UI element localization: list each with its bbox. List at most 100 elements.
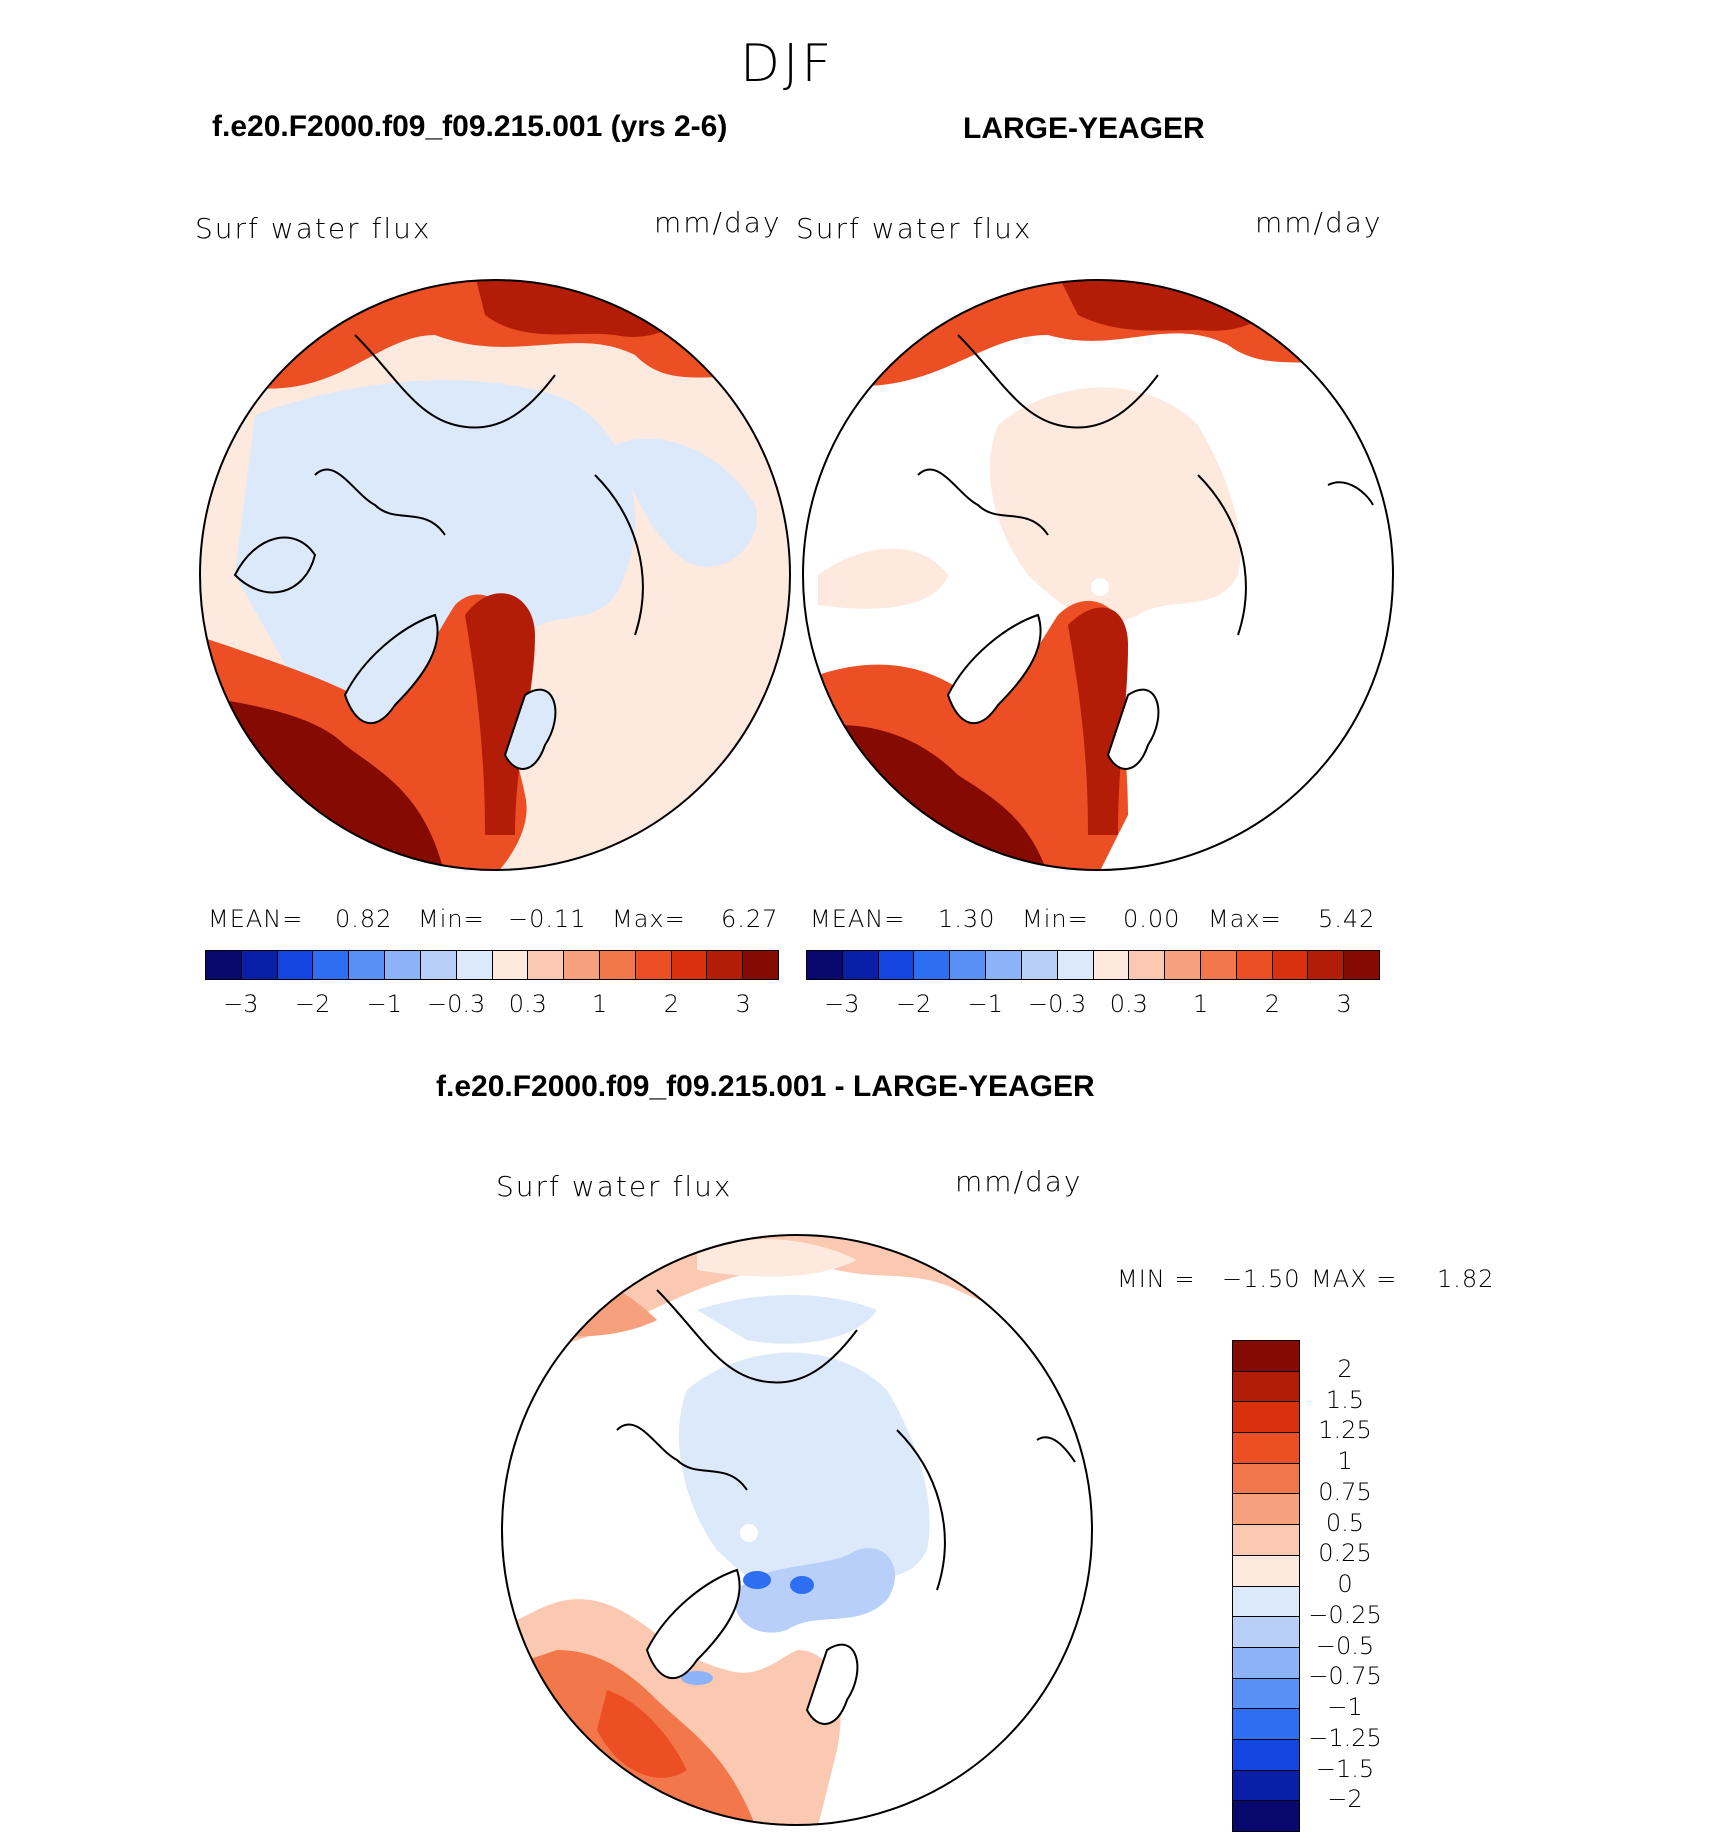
obs-polar-map [802, 279, 1394, 871]
diff-colorbar-swatch [1233, 1341, 1299, 1372]
obs-mean-value: 1.30 [938, 905, 996, 933]
model-colorbar-swatch [206, 951, 242, 979]
season-title: DJF [740, 34, 835, 94]
obs-colorbar-swatch [1272, 951, 1309, 979]
diff-panel-title: f.e20.F2000.f09_f09.215.001 - LARGE-YEAG… [436, 1070, 1095, 1103]
model-max-value: 6.27 [721, 905, 779, 933]
model-panel-title: f.e20.F2000.f09_f09.215.001 (yrs 2-6) [212, 110, 728, 143]
diff-colorbar-tick-label: −2 [1327, 1785, 1363, 1814]
model-colorbar-swatch [564, 951, 600, 979]
model-colorbar-swatch [349, 951, 386, 979]
diff-colorbar-tick-label: −1.25 [1308, 1723, 1382, 1752]
obs-min-value: 0.00 [1123, 905, 1181, 933]
model-colorbar-tick-label: −1 [366, 990, 403, 1018]
model-colorbar-ticks: −3 −2 −1 −0.3 0.3 1 2 3 [205, 990, 779, 1020]
obs-colorbar-swatch [842, 951, 879, 979]
obs-colorbar-swatch [1165, 951, 1201, 979]
model-colorbar-swatch [528, 951, 565, 979]
diff-colorbar-ticks: 2 1.5 1.25 1 0.75 0.5 0.25 0 −0.25 −0.5 −0.75 −1 −1.… [1305, 1340, 1425, 1832]
diff-colorbar-swatch [1233, 1617, 1299, 1648]
diff-colorbar-tick-label: −1 [1327, 1693, 1363, 1721]
model-colorbar-swatch [743, 951, 778, 979]
model-polar-map [199, 279, 791, 871]
obs-panel-title: LARGE-YEAGER [963, 112, 1205, 145]
model-colorbar-swatch [599, 951, 636, 979]
diff-min-value: −1.50 [1222, 1265, 1301, 1293]
diff-max-value: 1.82 [1437, 1265, 1495, 1293]
obs-colorbar-swatch [1093, 951, 1130, 979]
obs-colorbar-swatch [1308, 951, 1345, 979]
obs-colorbar-tick-label: 0.3 [1109, 990, 1148, 1018]
model-colorbar-swatch [385, 951, 421, 979]
diff-colorbar-tick-label: 0 [1337, 1570, 1353, 1598]
model-min-label: Min= [418, 905, 485, 933]
model-colorbar-swatch [492, 951, 529, 979]
model-colorbar-swatch [671, 951, 708, 979]
diff-colorbar-tick-label: 1.5 [1325, 1385, 1365, 1414]
obs-colorbar-tick-label: 3 [1336, 990, 1352, 1018]
diff-colorbar-swatch [1233, 1525, 1299, 1556]
obs-colorbar-tick-label: −1 [967, 990, 1004, 1018]
diff-colorbar-swatch [1233, 1586, 1299, 1618]
model-variable-label: Surf water flux [195, 212, 432, 245]
obs-colorbar-tick-label: −2 [895, 990, 932, 1018]
obs-colorbar-swatch [1344, 951, 1379, 979]
diff-max-label: MAX = [1311, 1265, 1398, 1293]
diff-colorbar-swatch [1233, 1402, 1299, 1434]
model-colorbar-swatch [707, 951, 744, 979]
obs-variable-label: Surf water flux [796, 212, 1033, 245]
diff-colorbar-tick-label: −0.75 [1308, 1662, 1382, 1691]
diff-colorbar-swatch [1233, 1678, 1299, 1710]
model-colorbar-tick-label: −3 [223, 990, 259, 1018]
model-colorbar-swatch [420, 951, 457, 979]
model-colorbar-tick-label: −2 [294, 990, 331, 1018]
obs-colorbar-swatch [914, 951, 951, 979]
obs-colorbar-swatch [878, 951, 915, 979]
obs-colorbar-tick-label: 1 [1192, 990, 1209, 1018]
model-min-value: −0.11 [508, 905, 587, 933]
model-colorbar-tick-label: 1 [591, 990, 608, 1018]
obs-colorbar-swatch [1129, 951, 1166, 979]
model-colorbar-tick-label: 0.3 [508, 990, 547, 1018]
diff-colorbar-tick-label: 1 [1337, 1447, 1353, 1475]
obs-colorbar-tick-label: −0.3 [1027, 990, 1087, 1018]
diff-colorbar-swatch [1233, 1371, 1299, 1403]
obs-colorbar-ticks: −3 −2 −1 −0.3 0.3 1 2 3 [806, 990, 1380, 1020]
model-colorbar-tick-label: −0.3 [426, 990, 486, 1018]
diff-colorbar-swatch [1233, 1494, 1299, 1526]
obs-colorbar-swatch [950, 951, 987, 979]
diff-colorbar [1232, 1340, 1300, 1832]
diff-colorbar-swatch [1233, 1433, 1299, 1464]
model-colorbar-tick-label: 2 [663, 990, 680, 1018]
diff-colorbar-tick-label: −0.5 [1315, 1631, 1375, 1660]
diff-colorbar-tick-label: −0.25 [1308, 1600, 1382, 1629]
diff-units-label: mm/day [955, 1165, 1083, 1198]
model-max-label: Max= [612, 905, 686, 933]
diff-variable-label: Surf water flux [496, 1170, 733, 1203]
diff-colorbar-tick-label: 1.25 [1318, 1416, 1372, 1445]
diff-colorbar-swatch [1233, 1647, 1299, 1679]
diff-colorbar-tick-label: 0.75 [1318, 1477, 1372, 1506]
obs-colorbar-swatch [1236, 951, 1273, 979]
diff-colorbar-swatch [1233, 1709, 1299, 1740]
diff-colorbar-swatch [1233, 1555, 1299, 1587]
diff-colorbar-tick-label: −1.5 [1315, 1754, 1375, 1783]
obs-max-value: 5.42 [1318, 905, 1376, 933]
obs-colorbar-swatch [1200, 951, 1237, 979]
obs-mean-label: MEAN= [810, 905, 906, 933]
model-colorbar-swatch [241, 951, 278, 979]
diff-colorbar-tick-label: 0.5 [1325, 1508, 1365, 1537]
model-colorbar-swatch [456, 951, 493, 979]
diff-colorbar-swatch [1233, 1463, 1299, 1495]
diff-colorbar-swatch [1233, 1739, 1299, 1771]
obs-colorbar-swatch [986, 951, 1022, 979]
obs-min-label: Min= [1022, 905, 1089, 933]
diff-min-label: MIN = [1117, 1265, 1196, 1293]
diff-colorbar-tick-label: 0.25 [1318, 1539, 1372, 1568]
diff-polar-map [501, 1234, 1093, 1826]
obs-max-label: Max= [1208, 905, 1282, 933]
model-colorbar-swatch [635, 951, 672, 979]
model-colorbar-swatch [313, 951, 350, 979]
diff-colorbar-swatch [1233, 1770, 1299, 1802]
model-colorbar-swatch [277, 951, 314, 979]
